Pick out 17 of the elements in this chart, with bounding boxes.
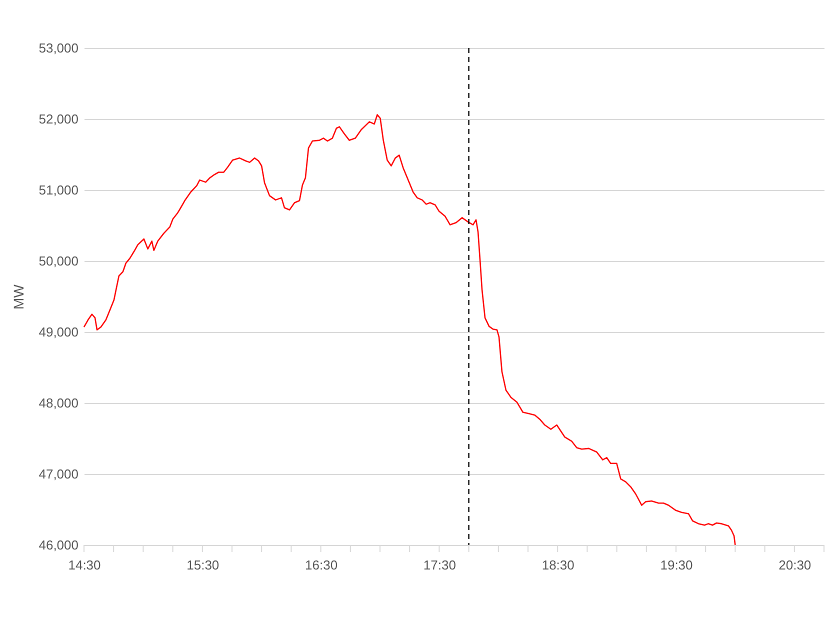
y-tick-label: 48,000	[38, 396, 78, 410]
y-tick-label: 50,000	[38, 254, 78, 268]
y-tick-label: 51,000	[38, 182, 78, 198]
y-tick-label: 49,000	[38, 324, 78, 340]
y-axis-title: MW	[10, 284, 27, 310]
x-tick-label: 14:30	[68, 558, 101, 572]
y-tick-label: 52,000	[38, 112, 78, 126]
y-tick-label: 47,000	[38, 466, 78, 482]
x-tick-label: 16:30	[305, 558, 338, 572]
x-tick-label: 15:30	[186, 558, 220, 572]
x-tick-label: 20:30	[778, 558, 812, 572]
x-tick-label: 17:30	[423, 558, 456, 572]
y-tick-label: 46,000	[38, 538, 78, 552]
line-series	[83, 114, 736, 546]
y-tick-label: 53,000	[38, 40, 78, 56]
x-tick-label: 18:30	[542, 558, 574, 572]
x-tick-label: 19:30	[660, 558, 693, 572]
